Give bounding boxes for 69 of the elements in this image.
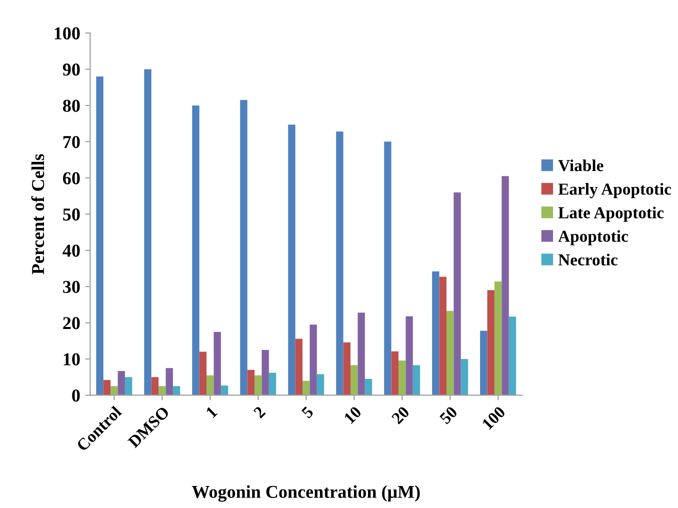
x-tick-label: 50	[439, 406, 458, 425]
bar	[151, 377, 159, 396]
bar	[262, 350, 269, 396]
y-tick-label: 100	[54, 27, 80, 40]
bar	[192, 105, 200, 396]
legend-label: Late Apoptotic	[558, 206, 664, 222]
bar	[172, 386, 180, 396]
bar	[384, 142, 392, 396]
bar	[240, 100, 248, 396]
bar	[502, 176, 509, 396]
bar	[110, 386, 118, 396]
legend-label: Viable	[558, 159, 604, 172]
bar	[336, 132, 344, 396]
y-tick-label: 90	[62, 64, 80, 76]
bar	[254, 375, 262, 396]
y-tick-label: 10	[64, 353, 80, 366]
legend-label: Early Apoptotic	[558, 183, 672, 198]
bar	[454, 192, 461, 396]
x-tick-label: 5	[301, 406, 314, 419]
y-tick-label: 50	[63, 208, 80, 221]
bar	[350, 365, 358, 396]
legend-label: Necrotic	[558, 254, 618, 266]
bar	[118, 370, 125, 396]
x-tick-label: 20	[391, 406, 410, 425]
y-tick-label: 20	[63, 317, 80, 330]
bar	[494, 281, 502, 396]
bar	[460, 359, 468, 396]
y-tick-label: 60	[63, 172, 80, 184]
bar	[158, 386, 166, 396]
x-tick-label: 1	[206, 406, 218, 418]
y-tick-label: 0	[72, 389, 80, 402]
bar	[406, 316, 413, 396]
bar	[508, 316, 516, 396]
bar	[364, 378, 372, 396]
y-tick-label: 70	[63, 136, 80, 148]
y-tick-label: 30	[63, 280, 80, 294]
bar	[432, 271, 440, 396]
bar	[295, 338, 303, 396]
bar	[96, 76, 104, 396]
bar	[446, 310, 454, 396]
bar	[316, 374, 324, 396]
bar	[247, 370, 255, 396]
bar	[302, 380, 310, 396]
bar	[199, 352, 207, 396]
bar	[214, 332, 221, 396]
y-tick-label: 80	[62, 100, 80, 112]
legend-label: Apoptotic	[558, 230, 628, 246]
bar	[166, 368, 173, 396]
bar	[343, 342, 351, 396]
bar	[412, 365, 420, 396]
bar	[398, 360, 406, 396]
bar	[206, 375, 214, 396]
bar	[124, 377, 132, 396]
bar	[288, 124, 296, 396]
bar	[103, 380, 111, 396]
bar	[358, 312, 365, 396]
x-tick-label: 100	[482, 406, 506, 430]
bar	[391, 351, 398, 396]
bar	[480, 330, 488, 396]
bar	[487, 290, 494, 396]
x-axis-title: Wogonin Concentration (μM)	[192, 485, 420, 502]
y-axis-title: Percent of Cells	[31, 154, 44, 274]
x-tick-label: 10	[344, 406, 362, 424]
bar	[268, 372, 276, 396]
bar	[144, 69, 152, 396]
x-tick-label: 2	[253, 406, 266, 419]
bar	[439, 276, 446, 396]
bar	[310, 324, 317, 396]
y-tick-label: 40	[62, 244, 80, 257]
